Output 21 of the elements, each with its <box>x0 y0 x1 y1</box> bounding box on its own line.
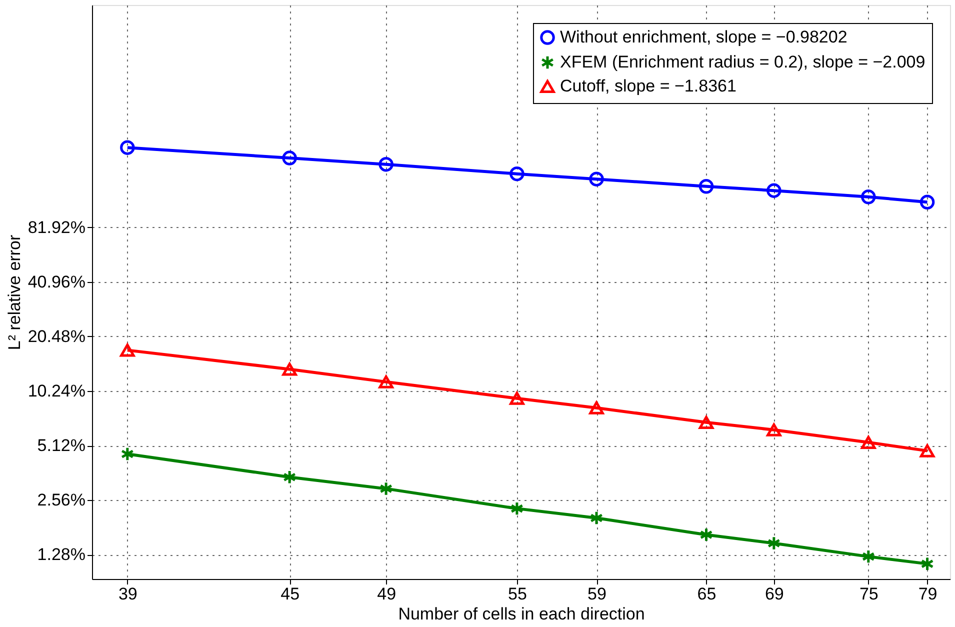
x-tick-label: 65 <box>697 584 716 604</box>
x-tick-label: 55 <box>508 584 527 604</box>
legend-label: Cutoff, slope = −1.8361 <box>560 76 736 96</box>
y-axis-title: L² relative error <box>4 234 24 350</box>
x-tick-label: 45 <box>280 584 300 604</box>
y-tick-label: 40.96% <box>28 272 86 292</box>
x-tick-label: 49 <box>377 584 396 604</box>
legend-label: Without enrichment, slope = −0.98202 <box>560 28 848 46</box>
y-tick-label: 5.12% <box>37 436 86 456</box>
x-tick-label: 79 <box>918 584 938 604</box>
x-axis-title: Number of cells in each direction <box>398 604 645 624</box>
y-tick-label: 20.48% <box>28 326 86 346</box>
x-tick-label: 59 <box>588 584 606 604</box>
legend-label: XFEM (Enrichment radius = 0.2), slope = −2.009 <box>560 52 926 72</box>
y-tick-label: 1.28% <box>37 545 86 564</box>
y-tick-label: 2.56% <box>37 490 86 510</box>
x-tick-label: 39 <box>118 584 138 604</box>
y-tick-label: 10.24% <box>28 382 86 401</box>
x-tick-label: 75 <box>859 584 878 604</box>
y-tick-label: 81.92% <box>28 218 86 237</box>
x-tick-label: 69 <box>764 584 784 604</box>
